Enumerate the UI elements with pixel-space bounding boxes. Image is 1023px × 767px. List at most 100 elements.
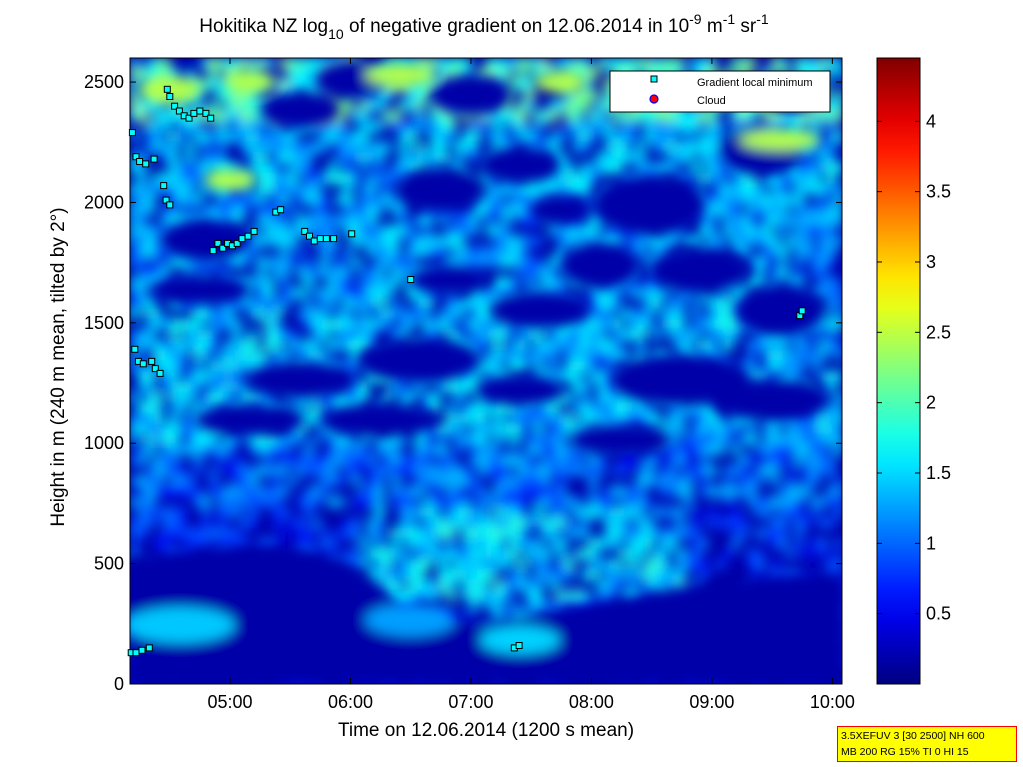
heatmap-cell: [762, 360, 772, 373]
heatmap-cell: [217, 141, 227, 154]
heatmap-cell: [612, 141, 622, 154]
heatmap-cell: [541, 569, 551, 581]
heatmap-cell: [652, 58, 662, 70]
heatmap-cell: [778, 433, 788, 446]
heatmap-cell: [312, 329, 322, 341]
heatmap-cell: [153, 99, 163, 112]
heatmap-cell: [327, 464, 337, 477]
heatmap-cell: [604, 224, 614, 237]
heatmap-cell: [818, 287, 828, 300]
heatmap-cell: [454, 298, 464, 310]
heatmap-cell: [565, 464, 575, 477]
heatmap-cell: [762, 444, 772, 456]
heatmap-cell: [660, 110, 670, 122]
gradient-minimum-marker: [132, 153, 140, 161]
heatmap-cell: [422, 287, 432, 300]
heatmap-cell: [493, 506, 503, 519]
heatmap-cell: [161, 172, 171, 185]
heatmap-cell: [367, 371, 377, 383]
heatmap-cell: [335, 120, 345, 133]
heatmap-cell: [778, 214, 788, 227]
heatmap-cell: [130, 78, 140, 91]
heatmap-cell: [304, 193, 314, 206]
heatmap-cell: [177, 99, 187, 112]
heatmap-cell: [185, 423, 195, 435]
heatmap-cell: [383, 256, 393, 268]
heatmap-cell: [145, 68, 155, 80]
heatmap-cell: [209, 339, 219, 352]
heatmap-cell: [668, 162, 678, 174]
heatmap-cell: [153, 58, 163, 70]
heatmap-cell: [707, 318, 717, 331]
heatmap-cell: [137, 193, 147, 206]
heatmap-cell: [723, 339, 733, 352]
heatmap-cell: [359, 99, 369, 112]
heatmap-cell: [288, 287, 298, 300]
heatmap-cell: [454, 517, 464, 529]
heatmap-cell: [462, 537, 472, 550]
gradient-minimum-marker: [407, 276, 415, 283]
gradient-minimum-marker: [238, 235, 246, 243]
heatmap-cell: [264, 277, 274, 289]
heatmap-cell: [478, 172, 488, 185]
heatmap-cell: [580, 464, 590, 477]
heatmap-cell: [335, 454, 345, 467]
heatmap-cell: [470, 329, 480, 341]
heatmap-cell: [580, 141, 590, 154]
heatmap-cell: [715, 151, 725, 164]
heatmap-cell: [786, 569, 796, 581]
heatmap-cell: [130, 204, 140, 216]
heatmap-cell: [367, 183, 377, 195]
heatmap-cell: [525, 266, 535, 279]
heatmap-cell: [153, 537, 163, 550]
heatmap-cell: [660, 537, 670, 550]
heatmap-cell: [462, 464, 472, 477]
heatmap-cell: [137, 277, 147, 289]
heatmap-cell: [177, 444, 187, 456]
heatmap-cell: [778, 183, 788, 195]
heatmap-cell: [319, 527, 329, 540]
heatmap-cell: [137, 423, 147, 435]
heatmap-cell: [422, 464, 432, 477]
heatmap-cell: [391, 58, 401, 70]
heatmap-cell: [707, 464, 717, 477]
heatmap-cell: [414, 99, 424, 112]
heatmap-cell: [288, 339, 298, 352]
heatmap-cell: [715, 423, 725, 435]
heatmap-cell: [731, 485, 741, 498]
heatmap-cell: [715, 141, 725, 154]
heatmap-cell: [588, 287, 598, 300]
heatmap-cell: [169, 193, 179, 206]
heatmap-cell: [636, 308, 646, 320]
heatmap-cell: [169, 527, 179, 540]
heatmap-cell: [580, 89, 590, 101]
heatmap-cell: [201, 506, 211, 519]
heatmap-cell: [802, 339, 812, 352]
heatmap-cell: [628, 579, 638, 592]
heatmap-cell: [454, 558, 464, 571]
heatmap-cell: [517, 475, 527, 487]
heatmap-cell: [288, 329, 298, 341]
heatmap-cell: [462, 412, 472, 425]
heatmap-cell: [224, 68, 234, 80]
heatmap-cell: [517, 485, 527, 498]
heatmap-cell: [699, 464, 709, 477]
heatmap-cell: [177, 475, 187, 487]
heatmap-cell: [644, 318, 654, 331]
heatmap-cell: [137, 485, 147, 498]
heatmap-cell: [224, 204, 234, 216]
heatmap-cell: [834, 402, 842, 414]
heatmap-cell: [588, 371, 598, 383]
heatmap-cell: [691, 110, 701, 122]
heatmap-cell: [280, 506, 290, 519]
heatmap-cell: [501, 183, 511, 195]
heatmap-cell: [232, 329, 242, 341]
heatmap-cell: [573, 172, 583, 185]
heatmap-cell: [493, 527, 503, 540]
heatmap-cell: [573, 120, 583, 133]
heatmap-cell: [399, 454, 409, 467]
heatmap-cell: [794, 423, 804, 435]
heatmap-cell: [565, 235, 575, 247]
heatmap-cell: [304, 214, 314, 227]
heatmap-cell: [501, 350, 511, 362]
